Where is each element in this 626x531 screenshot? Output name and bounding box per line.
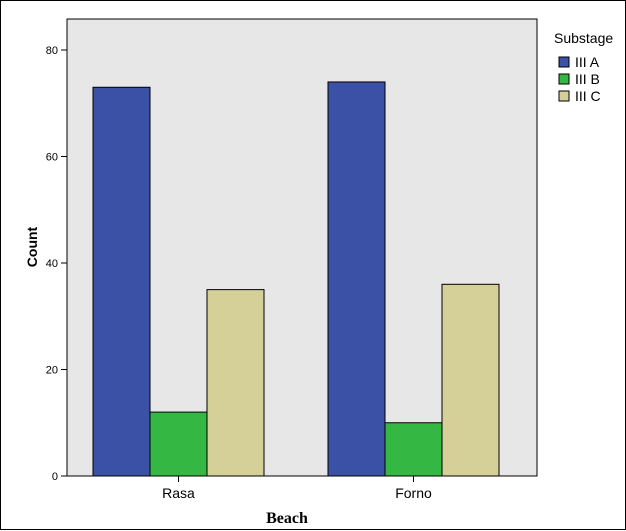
bar (149, 411, 208, 477)
bar (92, 86, 151, 477)
x-axis: Rasa Forno (162, 476, 432, 501)
legend-title: Substage (554, 30, 613, 46)
x-tick-label: Forno (395, 485, 432, 501)
legend-swatch (558, 56, 570, 68)
legend-label: III A (575, 54, 600, 70)
y-tick-label: 0 (52, 471, 58, 483)
legend-swatch (558, 73, 570, 85)
bar (327, 81, 386, 477)
legend-swatch (558, 90, 570, 102)
legend-label: III C (575, 88, 601, 104)
bar (384, 422, 443, 477)
y-tick-label: 80 (46, 45, 58, 57)
y-tick-label: 20 (46, 365, 58, 377)
x-tick-label: Rasa (162, 485, 195, 501)
y-axis: 0 20 40 60 80 (46, 45, 67, 483)
y-tick-label: 60 (46, 152, 58, 164)
y-axis-title: Count (24, 226, 40, 267)
bar (206, 289, 265, 477)
legend-label: III B (575, 71, 600, 87)
bar (441, 283, 500, 477)
y-tick-label: 40 (46, 258, 58, 270)
x-axis-title: Beach (266, 510, 308, 527)
bars-group (92, 81, 500, 477)
